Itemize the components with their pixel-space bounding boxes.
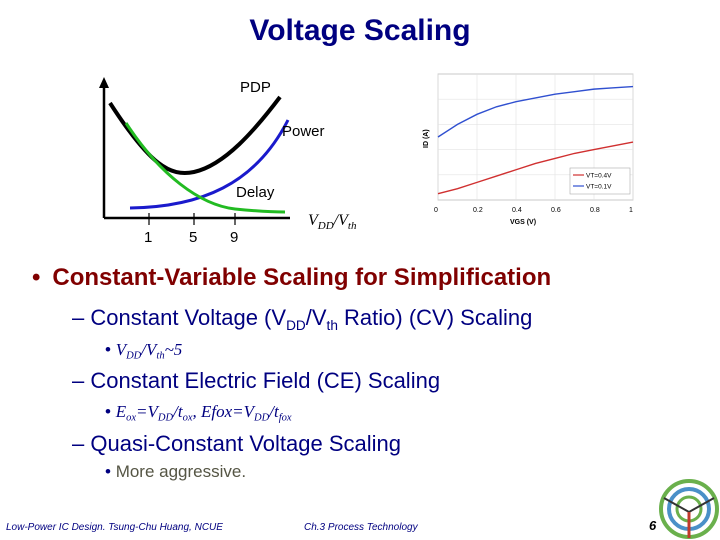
series-line: [437, 85, 634, 138]
pdp-label: PDP: [240, 79, 271, 96]
x-tick-label: 5: [189, 229, 197, 246]
x-axis-title: VGS (V): [510, 219, 536, 226]
qcv-detail-item: • More aggressive.: [105, 462, 247, 481]
series-line: [437, 141, 634, 195]
legend-label: VT=0.1V: [586, 184, 612, 191]
x-ticks: 0 0.2 0.4 0.6 0.8 1: [434, 207, 633, 214]
ce-detail-item: • Eox=VDD/tox, Efox=VDD/tfox: [105, 402, 292, 424]
legend: VT=0.4V VT=0.1V: [569, 167, 631, 195]
x-tick-label: 1: [629, 207, 633, 214]
footer-chapter: Ch.3 Process Technology: [304, 522, 418, 533]
footer-course: Low-Power IC Design. Tsung-Chu Huang, NC…: [6, 522, 223, 533]
id-vgs-chart: 0 0.2 0.4 0.6 0.8 1 VGS (V) ID (A) VT=0.4V VT…: [423, 73, 634, 226]
power-curve: [129, 119, 290, 210]
x-tick-label: 0.8: [590, 207, 600, 214]
pdp-power-delay-chart: PDP Power Delay 1 5 9 VDD/Vth: [99, 77, 357, 246]
x-tick-label: 0.2: [473, 207, 483, 214]
slide-title: Voltage Scaling: [249, 14, 471, 47]
x-tick-label: 0.6: [551, 207, 561, 214]
ce-scaling-item: – Constant Electric Field (CE) Scaling: [72, 368, 441, 393]
qcv-scaling-item: – Quasi-Constant Voltage Scaling: [72, 431, 402, 456]
page-number: 6: [649, 518, 657, 533]
x-tick-label: 9: [230, 229, 238, 246]
x-tick-label: 0: [434, 207, 438, 214]
x-axis-label: VDD/Vth: [308, 212, 357, 232]
delay-label: Delay: [236, 184, 275, 201]
legend-box: [569, 167, 631, 195]
x-tick-label: 1: [144, 229, 152, 246]
x-tick-label: 0.4: [512, 207, 522, 214]
y-axis-arrow: [99, 77, 109, 88]
series-group: [437, 85, 634, 195]
cv-detail-item: • VDD/Vth~5: [105, 340, 183, 362]
delay-curve: [124, 122, 286, 214]
legend-label: VT=0.4V: [586, 173, 612, 180]
power-label: Power: [282, 123, 325, 140]
y-axis-title: ID (A): [423, 129, 430, 148]
main-bullet-text: Constant-Variable Scaling for Simplifica…: [52, 264, 552, 291]
cv-scaling-item: – Constant Voltage (VDD/Vth Ratio) (CV) …: [72, 305, 533, 333]
main-bullet: • Constant-Variable Scaling for Simplific…: [32, 264, 552, 291]
university-logo: [659, 479, 719, 539]
